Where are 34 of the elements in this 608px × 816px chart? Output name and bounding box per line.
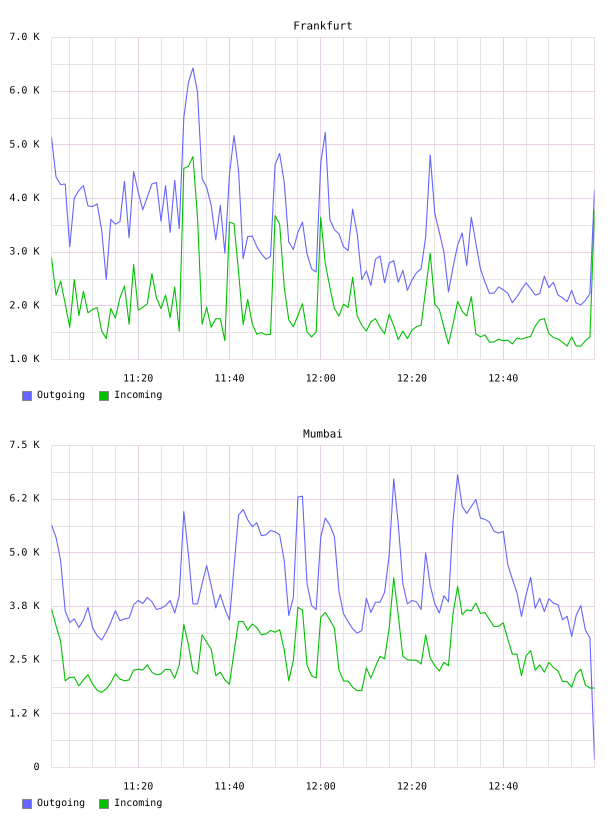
line-series [52, 474, 594, 760]
y-tick-label: 1.0 K [9, 354, 40, 365]
y-tick-label: 7.5 K [9, 440, 40, 451]
legend-label: Incoming [114, 798, 162, 810]
x-tick-label: 12:00 [306, 782, 336, 792]
x-tick-label: 11:20 [123, 782, 154, 792]
y-tick-label: 4.0 K [9, 193, 40, 204]
y-tick-label: 1.2 K [9, 708, 40, 720]
line-series [52, 577, 594, 693]
x-tick-label: 12:20 [396, 374, 428, 384]
line-series [52, 156, 594, 347]
legend-label: Outgoing [37, 390, 86, 402]
x-tick-label: 12:40 [488, 374, 518, 384]
x-tick-label: 11:40 [214, 782, 245, 792]
line-series [52, 68, 594, 306]
legend-label: Outgoing [37, 798, 86, 810]
y-tick-label: 6.2 K [9, 494, 40, 505]
y-tick-label: 2.0 K [9, 300, 40, 312]
chart-title: Frankfurt [293, 20, 353, 32]
x-tick-label: 11:40 [214, 374, 245, 384]
x-tick-label: 12:00 [306, 374, 336, 384]
x-tick-label: 11:20 [123, 374, 154, 384]
y-tick-label: 5.0 K [9, 547, 40, 558]
y-tick-label: 3.0 K [9, 246, 40, 258]
y-tick-label: 6.0 K [9, 86, 40, 97]
y-tick-label: 7.0 K [9, 32, 40, 43]
chart-title: Mumbai [303, 428, 343, 440]
legend-label: Incoming [114, 390, 162, 402]
y-tick-label: 5.0 K [9, 139, 40, 150]
x-tick-label: 12:40 [488, 782, 518, 792]
y-tick-label: 0 [33, 762, 40, 773]
x-tick-label: 12:20 [396, 782, 428, 792]
y-tick-label: 2.5 K [9, 654, 40, 666]
y-tick-label: 3.8 K [9, 601, 40, 612]
